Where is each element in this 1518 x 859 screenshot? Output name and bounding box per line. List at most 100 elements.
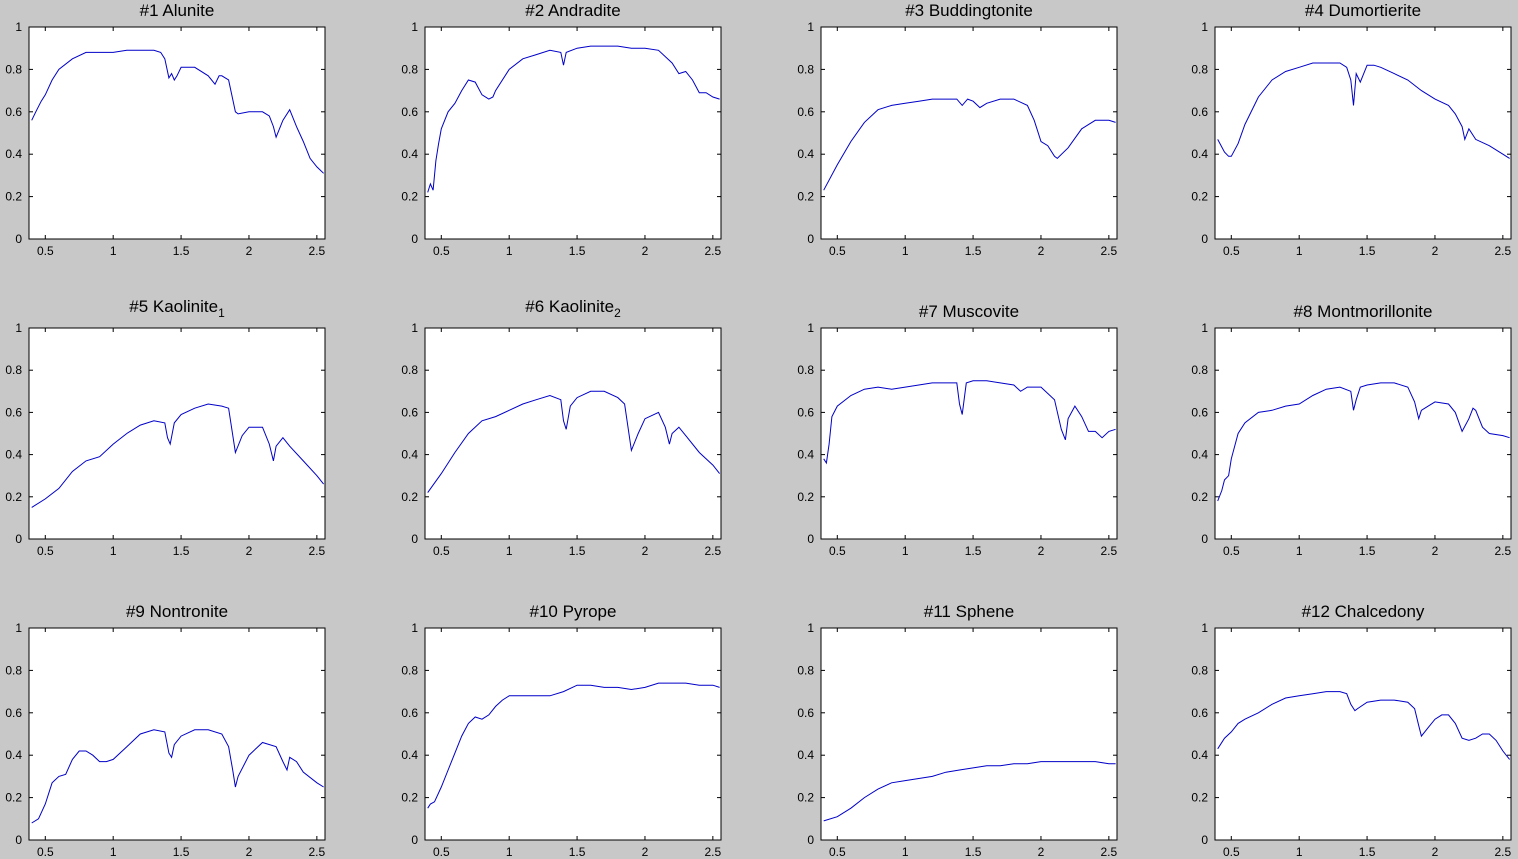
y-tick-label: 0 [807,532,814,546]
y-tick-label: 0.6 [401,405,418,419]
x-tick-label: 0.5 [829,544,846,558]
x-tick-label: 1 [506,244,513,258]
y-tick-label: 0 [1201,232,1208,246]
y-tick-label: 0.4 [401,748,418,762]
x-tick-label: 2 [246,244,253,258]
chart-title-text: #8 Montmorillonite [1294,302,1433,321]
x-tick-label: 2.5 [1101,544,1118,558]
y-tick-label: 0.6 [401,105,418,119]
y-tick-label: 0 [411,532,418,546]
x-tick-label: 2 [1038,845,1045,859]
chart-title-text: #3 Buddingtonite [905,1,1033,20]
chart-title: #12 Chalcedony [1302,602,1425,621]
subplot: #7 Muscovite 0.5 1 1.5 2 2.5 0 0.2 0.4 0.6 0.8 1 [797,302,1117,558]
y-tick-label: 1 [1201,321,1208,335]
spectrum-line [823,380,1116,465]
plot-area [820,627,1118,841]
y-tick-label: 0.2 [401,791,418,805]
y-tick-label: 0.4 [1191,448,1208,462]
x-tick-label: 2.5 [309,544,326,558]
y-tick-label: 1 [807,20,814,34]
y-tick-label: 1 [807,321,814,335]
plot-area [424,327,722,540]
subplot: #4 Dumortierite 0.5 1 1.5 2 2.5 0 0.2 0.4 0.6 0.8 1 [1191,1,1511,258]
y-tick-label: 0.4 [797,448,814,462]
chart-title-text: #9 Nontronite [126,602,228,621]
x-tick-label: 1.5 [569,845,586,859]
spectrum-line [427,682,720,809]
y-tick-label: 1 [411,20,418,34]
x-tick-label: 1.5 [1359,544,1376,558]
y-tick-label: 1 [15,321,22,335]
subplot: #10 Pyrope 0.5 1 1.5 2 2.5 0 0.2 0.4 0.6 0.8 1 [401,602,721,859]
y-tick-label: 0.6 [1191,405,1208,419]
y-tick-label: 0 [15,833,22,847]
plot-area [1214,627,1512,841]
plot-area [1214,26,1512,240]
y-tick-label: 1 [411,621,418,635]
spectrum-line [31,729,324,824]
x-tick-label: 1 [902,845,909,859]
x-tick-label: 0.5 [829,244,846,258]
y-tick-label: 0 [807,232,814,246]
x-tick-label: 1.5 [965,845,982,859]
chart-title-text: #12 Chalcedony [1302,602,1425,621]
y-tick-label: 0.8 [1191,363,1208,377]
x-tick-label: 1 [110,845,117,859]
y-tick-label: 0.8 [797,363,814,377]
spectrum-line [823,761,1116,822]
chart-title: #3 Buddingtonite [905,1,1033,20]
y-tick-label: 0 [411,833,418,847]
x-tick-label: 0.5 [37,845,54,859]
spectrum-line [427,45,720,193]
plot-area [424,627,722,841]
chart-title-text: #1 Alunite [140,1,215,20]
x-tick-label: 0.5 [1223,845,1240,859]
x-tick-label: 1 [1296,244,1303,258]
x-tick-label: 2 [1432,845,1439,859]
spectrum-line [1217,62,1510,159]
x-tick-label: 1 [110,544,117,558]
x-tick-label: 2.5 [705,845,722,859]
chart-title: #2 Andradite [525,1,620,20]
y-tick-label: 0.6 [1191,105,1208,119]
y-tick-label: 0 [1201,532,1208,546]
chart-title-text: #5 Kaolinite [129,297,218,316]
x-tick-label: 0.5 [1223,244,1240,258]
spectrum-line [31,49,324,174]
x-tick-label: 2 [1432,544,1439,558]
y-tick-label: 1 [1201,621,1208,635]
x-tick-label: 1 [1296,845,1303,859]
x-tick-label: 2 [642,244,649,258]
x-tick-label: 2 [246,845,253,859]
x-tick-label: 2.5 [309,244,326,258]
subplot: #2 Andradite 0.5 1 1.5 2 2.5 0 0.2 0.4 0.6 0.8 1 [401,1,721,258]
y-tick-label: 0.8 [1191,62,1208,76]
x-tick-label: 2.5 [1495,544,1512,558]
y-tick-label: 0 [807,833,814,847]
chart-title-text: #11 Sphene [924,602,1014,621]
y-tick-label: 1 [1201,20,1208,34]
x-tick-label: 1.5 [173,845,190,859]
y-tick-label: 0.8 [1191,663,1208,677]
y-tick-label: 0.2 [5,490,22,504]
y-tick-label: 0.8 [401,62,418,76]
x-tick-label: 0.5 [37,544,54,558]
spectrum-line [31,403,324,508]
x-tick-label: 1.5 [569,544,586,558]
x-tick-label: 1 [506,544,513,558]
x-tick-label: 2 [642,544,649,558]
x-tick-label: 0.5 [433,544,450,558]
y-tick-label: 0.8 [797,62,814,76]
y-tick-label: 0.2 [797,190,814,204]
y-tick-label: 0.4 [401,448,418,462]
chart-title: #4 Dumortierite [1305,1,1421,20]
chart-title-text: #7 Muscovite [919,302,1019,321]
y-tick-label: 0.4 [5,448,22,462]
y-tick-label: 0.6 [5,706,22,720]
x-tick-label: 0.5 [829,845,846,859]
spectrum-line [823,98,1116,191]
x-tick-label: 0.5 [1223,544,1240,558]
y-tick-label: 1 [807,621,814,635]
